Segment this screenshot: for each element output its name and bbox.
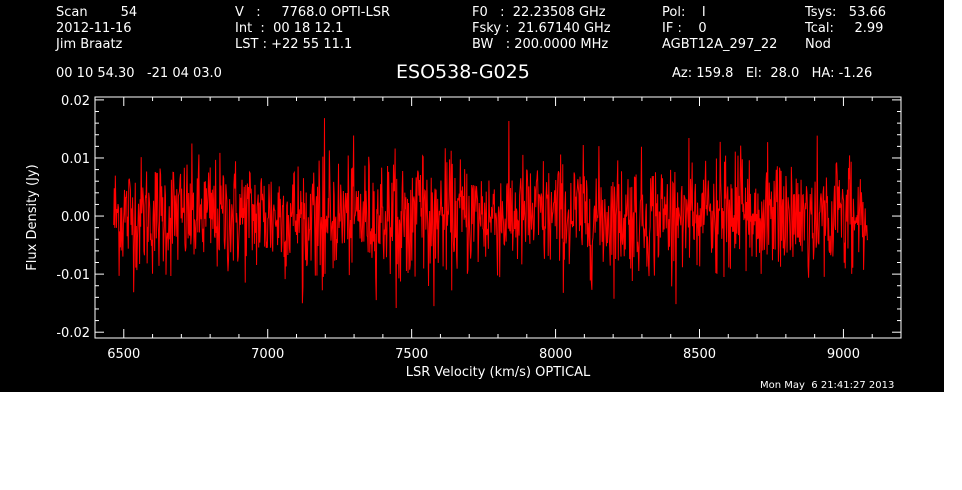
- header-fsky: Fsky : 21.67140 GHz: [472, 21, 611, 36]
- y-axis-title: Flux Density (Jy): [25, 164, 40, 270]
- plot-panel: Scan 54 2012-11-16 Jim Braatz V : 7768.0…: [0, 0, 944, 392]
- x-tick-label: 6500: [107, 347, 140, 362]
- axis-ticks: [94, 97, 902, 338]
- header-bandwidth: BW : 200.0000 MHz: [472, 37, 609, 52]
- y-tick-label: 0.01: [61, 152, 90, 167]
- header-pointing: Az: 159.8 El: 28.0 HA: -1.26: [672, 66, 873, 81]
- header-procedure: Nod: [805, 37, 831, 52]
- header-lst: LST : +22 55 11.1: [235, 37, 353, 52]
- x-tick-label: 7500: [395, 347, 428, 362]
- header-velocity: V : 7768.0 OPTI-LSR: [235, 5, 391, 20]
- timestamp: Mon May 6 21:41:27 2013: [760, 380, 895, 391]
- y-tick-label: -0.02: [56, 326, 90, 341]
- header-tsys: Tsys: 53.66: [805, 5, 887, 20]
- header-integration: Int : 00 18 12.1: [235, 21, 344, 36]
- x-tick-label: 8500: [683, 347, 716, 362]
- y-tick-label: 0.00: [61, 210, 90, 225]
- header-coordinates: 00 10 54.30 -21 04 03.0: [56, 66, 222, 81]
- header-pol: Pol: I: [662, 5, 706, 20]
- source-name: ESO538-G025: [396, 61, 530, 83]
- x-tick-label: 9000: [827, 347, 860, 362]
- axis-labels: 6500 7000 7500 8000 8500 9000 -0.02 -0.01 0.00 0.…: [25, 94, 860, 380]
- x-tick-label: 7000: [251, 347, 284, 362]
- y-tick-label: 0.02: [61, 94, 90, 109]
- header-f0: F0 : 22.23508 GHz: [472, 5, 606, 20]
- header-if: IF : 0: [662, 21, 707, 36]
- y-tick-label: -0.01: [56, 268, 90, 283]
- header-observer: Jim Braatz: [56, 37, 123, 52]
- header-project: AGBT12A_297_22: [662, 37, 778, 52]
- header-scan: Scan 54: [56, 5, 138, 20]
- spectrum-trace-line: [113, 118, 869, 308]
- spectrum-chart: 6500 7000 7500 8000 8500 9000 -0.02 -0.01 0.00 0.…: [25, 94, 902, 380]
- spectrum-trace-layer: [113, 118, 869, 308]
- header-date: 2012-11-16: [56, 21, 132, 36]
- header-tcal: Tcal: 2.99: [805, 21, 884, 36]
- x-tick-label: 8000: [539, 347, 572, 362]
- x-axis-title: LSR Velocity (km/s) OPTICAL: [406, 365, 591, 380]
